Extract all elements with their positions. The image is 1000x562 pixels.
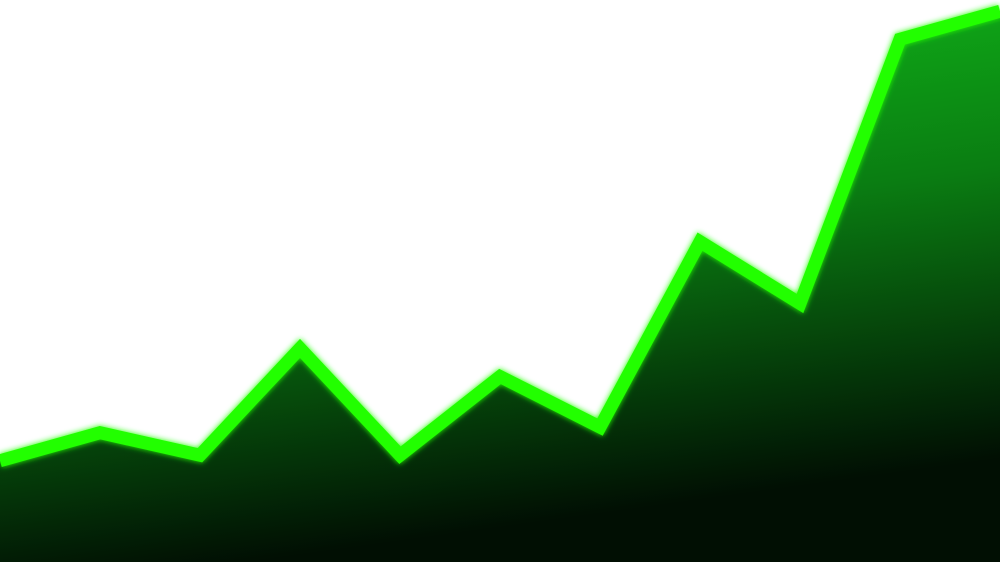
plot-area xyxy=(0,4,1000,562)
series-area-fill xyxy=(0,11,1000,562)
series-line xyxy=(0,4,1000,468)
